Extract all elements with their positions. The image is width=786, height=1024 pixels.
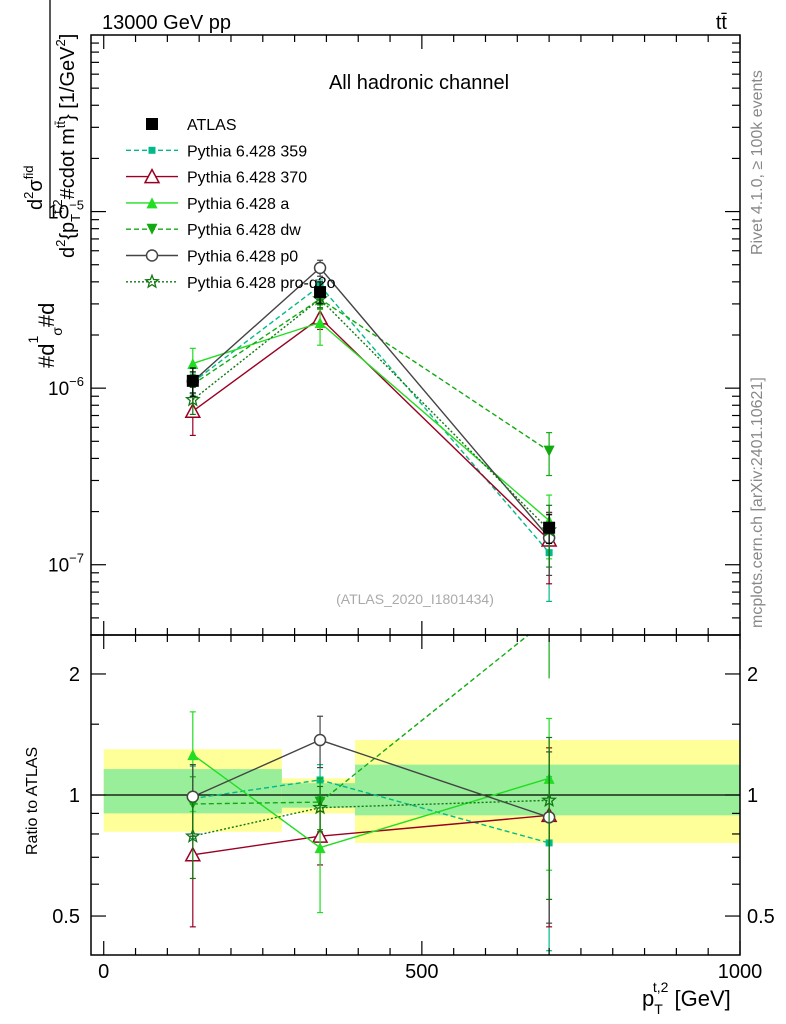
svg-text:d2{pTt,2#cdot mtt̄} [1/GeV2]: d2{pTt,2#cdot mtt̄} [1/GeV2] [50,34,83,258]
y-tick-label: 10−6 [48,374,84,400]
rivet-version-label: Rivet 4.1.0, ≥ 100k events [749,70,766,255]
legend-marker [146,223,158,235]
legend-label: Pythia 6.428 pro-q2o [187,275,336,292]
ratio-point [184,827,201,843]
legend-label: Pythia 6.428 359 [187,143,307,160]
y-tick-label: 10−7 [48,551,84,577]
legend-label: Pythia 6.428 a [187,196,289,213]
legend-entry: Pythia 6.428 359 [126,143,307,160]
ratio-series-group [184,634,558,952]
legend-label: Pythia 6.428 370 [187,170,307,187]
main-series-pythia-6-428-370 [184,307,558,585]
data-point [187,357,199,369]
data-point [543,521,556,534]
legend-entry: ATLAS [146,117,237,134]
legend-entry: Pythia 6.428 pro-q2o [126,273,336,292]
data-point [313,261,327,275]
legend-label: Pythia 6.428 dw [187,222,301,239]
ratio-point [313,733,327,747]
legend: ATLAS Pythia 6.428 359 Pythia 6.428 370 Pyt… [126,117,336,292]
y-tick-label: 10−5 [48,198,84,224]
ratio-y-tick-label-right: 1 [747,785,758,807]
ratio-band-inner [355,764,740,816]
svg-text:d2σfid: d2σfid [21,166,47,210]
series-line [192,266,550,539]
axis-ticks [91,35,741,955]
chart-title: All hadronic channel [329,72,509,94]
legend-entry: Pythia 6.428 dw [126,222,301,239]
legend-marker [145,249,159,262]
ratio-series-pythia-6-428-pro-q2o [184,736,558,900]
x-tick-label: 0 [98,961,109,983]
data-point [314,317,326,329]
main-series-group [184,259,558,602]
main-y-axis-label: #d1σ#d [25,303,65,368]
main-series-atlas [186,281,556,545]
ratio-point [541,791,558,808]
data-point [184,391,201,407]
series-line [192,298,550,452]
ratio-line [192,634,529,805]
data-point [186,374,199,387]
ratio-point [186,790,200,804]
legend-entry: Pythia 6.428 a [126,196,289,213]
ratio-y-tick-label-left: 2 [69,664,80,686]
ratio-y-tick-label-right: 2 [747,664,758,686]
analysis-id: (ATLAS_2020_I1801434) [336,591,494,607]
series-line [192,316,550,541]
series-line [192,284,550,554]
legend-label: ATLAS [187,117,237,134]
header-process: tt̄ [716,12,728,34]
header-energy: 13000 GeV pp [102,12,231,34]
x-tick-label: 1000 [718,961,763,983]
legend-marker [146,118,158,130]
series-line [192,321,550,522]
x-tick-label: 500 [405,961,438,983]
ratio-point [314,842,326,854]
main-series-pythia-6-428-dw [187,289,555,477]
legend-marker [143,168,161,184]
ratio-y-axis-label: Ratio to ATLAS [24,747,41,855]
ratio-y-tick-label-left: 0.5 [52,906,80,928]
data-point [543,445,555,457]
legend-entry: Pythia 6.428 p0 [126,249,298,266]
ratio-y-tick-label-left: 1 [69,785,80,807]
ratio-y-tick-label-right: 0.5 [747,906,775,928]
main-series-pythia-6-428-a [187,304,555,560]
y-tick-labels: 10−7 10−6 10−5 0.5 0.5 1 1 2 2 0 500 1000 [48,198,775,983]
legend-label: Pythia 6.428 p0 [187,249,298,266]
data-point [314,286,327,299]
main-series-pythia-6-428-pro-q2o [184,290,558,568]
legend-entry: Pythia 6.428 370 [126,168,307,187]
svg-text:#d1σ#d: #d1σ#d [25,303,65,368]
ratio-uncertainty-bands [103,740,740,843]
main-y-axis-fraction: d2σfid d2{pTt,2#cdot mtt̄} [1/GeV2] [21,0,83,258]
legend-marker [148,146,156,154]
ratio-point [312,799,328,815]
ratio-point [187,749,199,761]
legend-marker [146,197,158,209]
legend-marker [144,273,160,289]
x-axis-label: pTt,2 [GeV] [642,979,731,1017]
mcplots-label: mcplots.cern.ch [arXiv:2401.10621] [749,377,766,628]
